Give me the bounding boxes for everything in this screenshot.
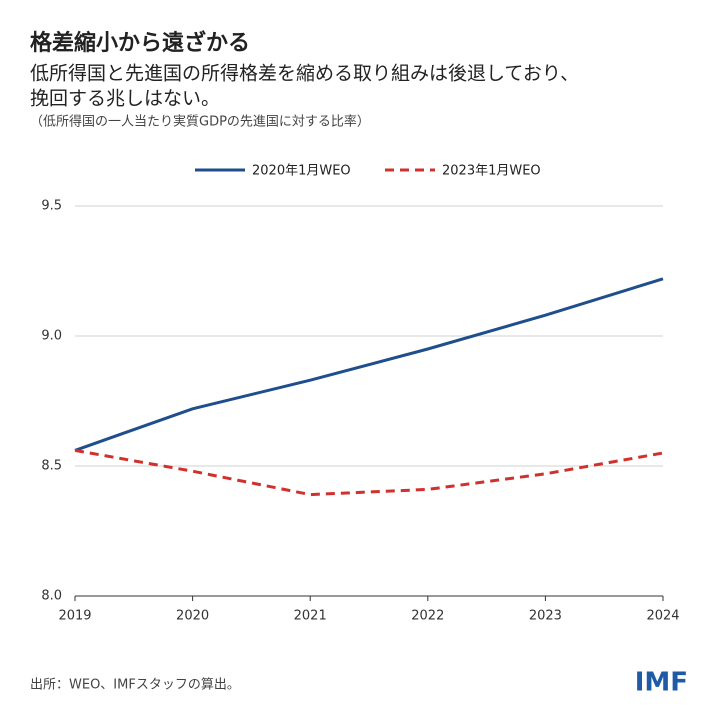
x-tick-label: 2024 [646,609,679,624]
y-tick-label: 8.0 [41,589,62,604]
note: （低所得国の一人当たり実質GDPの先進国に対する比率） [30,114,370,130]
subtitle: 挽回する兆しはない。 [30,88,220,110]
chart-title: 格差縮小から遠ざかる [30,30,250,56]
x-tick-label: 2020 [176,609,209,624]
x-tick-label: 2022 [411,609,444,624]
x-tick-label: 2019 [58,609,91,624]
subtitle: 低所得国と先進国の所得格差を縮める取り組みは後退しており、 [30,63,579,85]
x-tick-label: 2021 [294,609,327,624]
logo: IMF [635,668,688,698]
y-tick-label: 9.5 [41,199,62,214]
source: 出所：WEO、IMFスタッフの算出。 [30,678,240,693]
x-tick-label: 2023 [529,609,562,624]
series-line [74,448,664,497]
series-line [74,277,664,452]
y-tick-label: 9.0 [41,329,62,344]
legend-label: 2020年1月WEO [252,164,351,179]
y-tick-label: 8.5 [41,459,62,474]
legend-label: 2023年1月WEO [442,164,541,179]
